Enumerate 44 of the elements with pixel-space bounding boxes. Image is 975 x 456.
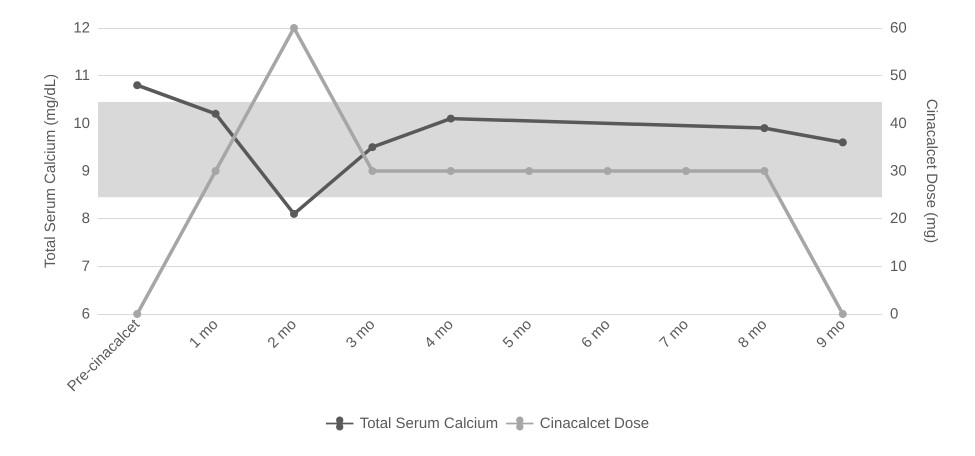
y2-tick-label: 40 bbox=[890, 114, 907, 132]
point bbox=[446, 167, 455, 175]
point bbox=[838, 138, 847, 146]
point bbox=[212, 167, 220, 175]
point bbox=[446, 114, 455, 123]
y-tick-label: 6 bbox=[82, 306, 90, 322]
x-tick-label: 9 mo bbox=[813, 316, 849, 352]
point bbox=[368, 167, 376, 175]
x-tick-label: 7 mo bbox=[656, 316, 692, 352]
y-tick-label: 11 bbox=[74, 67, 90, 84]
y-tick-label: 12 bbox=[73, 20, 90, 36]
point bbox=[212, 110, 220, 118]
legend-label: Cinacalcet Dose bbox=[540, 415, 650, 432]
y-tick-label: 9 bbox=[82, 162, 90, 180]
y-tick-label: 10 bbox=[73, 114, 90, 132]
x-tick-label: 3 mo bbox=[342, 316, 378, 352]
x-tick-label: 5 mo bbox=[500, 316, 536, 352]
y2-tick-label: 0 bbox=[890, 306, 898, 322]
point bbox=[290, 24, 298, 32]
y-tick-label: 7 bbox=[82, 258, 90, 275]
x-tick-label: 2 mo bbox=[264, 316, 300, 352]
point bbox=[368, 143, 376, 152]
point bbox=[838, 310, 847, 318]
point bbox=[760, 167, 768, 175]
point bbox=[525, 167, 534, 175]
point bbox=[133, 81, 142, 90]
x-tick-label: 4 mo bbox=[421, 316, 457, 352]
point bbox=[290, 210, 298, 218]
y2-axis-title: Cinacalcet Dose (mg) bbox=[923, 98, 940, 244]
point bbox=[760, 124, 768, 132]
point bbox=[604, 167, 612, 175]
y-tick-label: 8 bbox=[82, 210, 90, 228]
y2-tick-label: 60 bbox=[890, 20, 907, 36]
y2-tick-label: 10 bbox=[890, 258, 907, 275]
legend-label: Total Serum Calcium bbox=[360, 415, 498, 432]
y2-tick-label: 20 bbox=[890, 210, 907, 228]
point bbox=[133, 310, 142, 318]
y2-tick-label: 50 bbox=[890, 67, 907, 84]
y-axis-title: Total Serum Calcium (mg/dL) bbox=[42, 74, 59, 268]
point bbox=[682, 167, 690, 175]
x-tick-label: 8 mo bbox=[734, 316, 770, 352]
y2-tick-label: 30 bbox=[890, 162, 907, 180]
x-tick-label: 1 mo bbox=[186, 316, 222, 352]
x-tick-label: 6 mo bbox=[578, 316, 614, 352]
